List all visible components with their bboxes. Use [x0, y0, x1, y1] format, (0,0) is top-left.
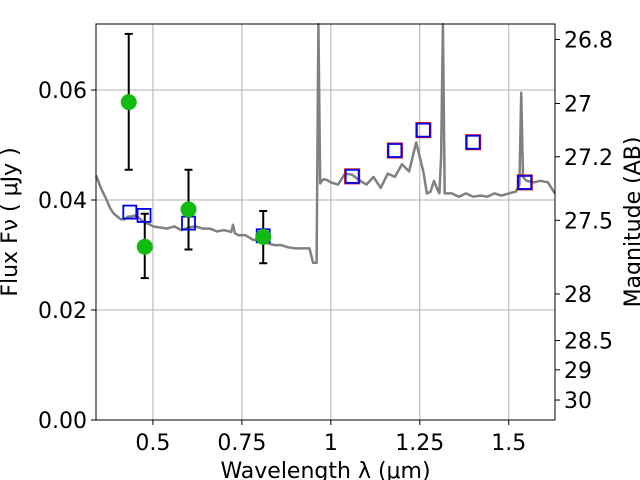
- photometry-markers: [120, 94, 533, 255]
- plot-frame: [95, 23, 556, 421]
- axis-ticks: 0.5 0.75 1 1.25 1.5 0.00 0.02 0.04 0.06 26.8 27 27.…: [38, 28, 613, 456]
- y-axis-label: Flux Fν ( μJy ): [0, 147, 23, 296]
- model-square-blue: [465, 134, 481, 150]
- observed-point: [136, 238, 153, 255]
- model-spectrum: [94, 22, 557, 264]
- right-axis-label: Magnitude (AB): [621, 137, 640, 308]
- x-tick-label: 0.75: [217, 431, 266, 456]
- x-tick-label: 1.5: [491, 431, 526, 456]
- observed-point: [255, 228, 272, 245]
- right-tick-label: 27: [564, 93, 592, 118]
- right-tick-label: 28.5: [564, 330, 613, 355]
- grid-lines: [96, 24, 555, 420]
- model-square-red: [415, 122, 432, 139]
- spectrum-line: [94, 22, 557, 264]
- model-square-red: [344, 168, 361, 185]
- model-square-red: [465, 134, 482, 151]
- right-tick-label: 29: [564, 359, 592, 384]
- y-tick-label: 0.02: [38, 299, 87, 324]
- right-tick-label: 27.5: [564, 209, 613, 234]
- right-tick-label: 30: [564, 389, 592, 414]
- y-tick-label: 0.00: [38, 409, 87, 434]
- model-square-blue: [517, 174, 533, 190]
- model-square-blue: [122, 204, 138, 220]
- y-tick-label: 0.06: [38, 79, 87, 104]
- model-square-blue: [415, 122, 431, 138]
- model-square-blue: [387, 143, 403, 158]
- model-square-blue: [136, 207, 152, 223]
- observed-point: [180, 201, 197, 218]
- model-square-red: [386, 142, 403, 159]
- x-tick-label: 1: [324, 431, 338, 456]
- right-tick-label: 26.8: [564, 28, 613, 53]
- observed-point: [120, 94, 137, 111]
- right-tick-label: 28: [564, 283, 592, 308]
- right-tick-label: 27.2: [564, 146, 613, 171]
- x-tick-label: 1.25: [395, 431, 444, 456]
- y-tick-label: 0.04: [38, 189, 87, 214]
- x-tick-label: 0.5: [135, 431, 170, 456]
- model-square-blue: [344, 168, 360, 184]
- x-axis-label: Wavelength λ (μm): [220, 459, 430, 480]
